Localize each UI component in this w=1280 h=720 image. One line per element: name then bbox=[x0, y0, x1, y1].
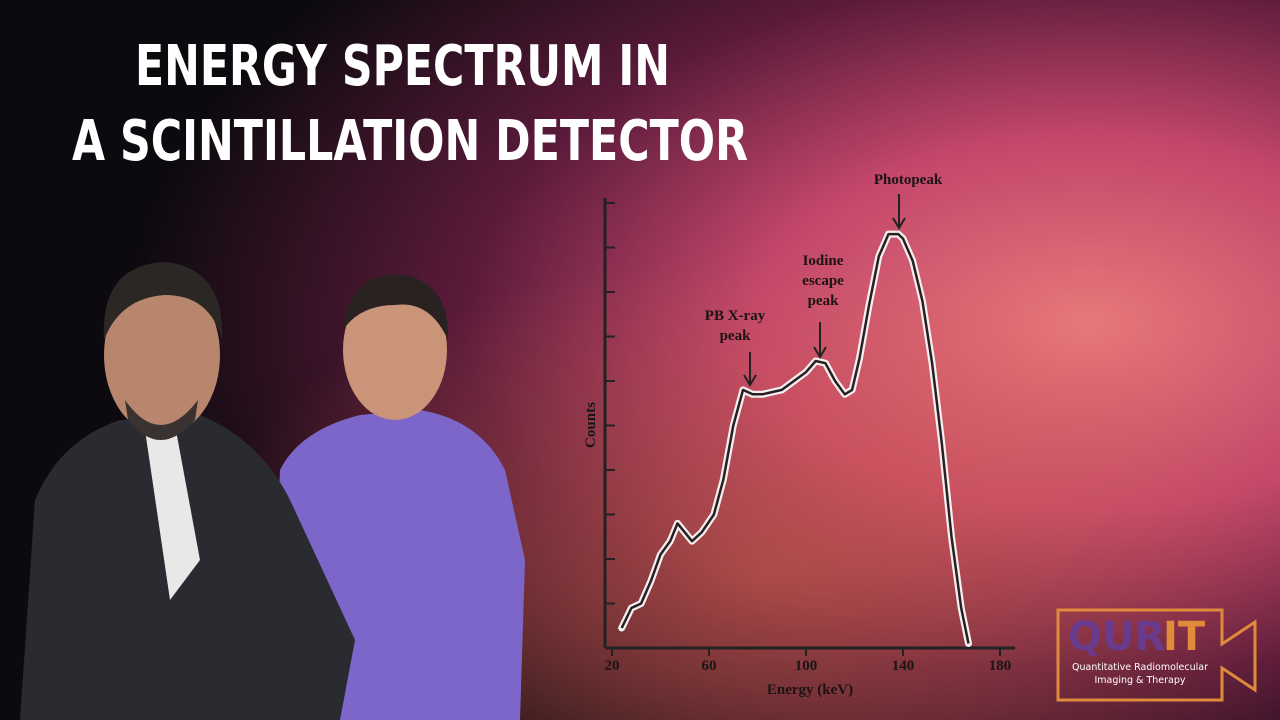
annotation: PB X-ray bbox=[705, 308, 766, 324]
x-tick-label: 100 bbox=[795, 658, 818, 674]
annotation: peak bbox=[720, 328, 752, 344]
annotation: escape bbox=[802, 273, 844, 289]
spectrum-line bbox=[620, 232, 970, 644]
logo-subtitle: Imaging & Therapy bbox=[1094, 675, 1185, 686]
annotation-arrows bbox=[743, 194, 906, 387]
logo-subtitle: Quantitative Radiomolecular bbox=[1072, 662, 1208, 673]
x-axis-label: Energy (keV) bbox=[767, 682, 853, 698]
x-tick-label: 180 bbox=[989, 658, 1012, 674]
logo-name: QUR bbox=[1068, 614, 1165, 660]
annotation: Iodine bbox=[803, 253, 844, 269]
x-tick-label: 20 bbox=[605, 658, 620, 674]
logo-name: IT bbox=[1163, 614, 1206, 660]
annotation: Photopeak bbox=[874, 172, 943, 188]
title-line: A SCINTILLATION DETECTOR bbox=[72, 109, 748, 174]
y-axis-label: Counts bbox=[583, 402, 599, 448]
annotation: peak bbox=[808, 293, 840, 309]
person-left bbox=[20, 262, 355, 720]
x-tick-label: 140 bbox=[892, 658, 915, 674]
logo: QUR IT Quantitative Radiomolecular Imagi… bbox=[1056, 608, 1257, 702]
x-tick-label: 60 bbox=[702, 658, 717, 674]
title-line: ENERGY SPECTRUM IN bbox=[135, 34, 670, 99]
